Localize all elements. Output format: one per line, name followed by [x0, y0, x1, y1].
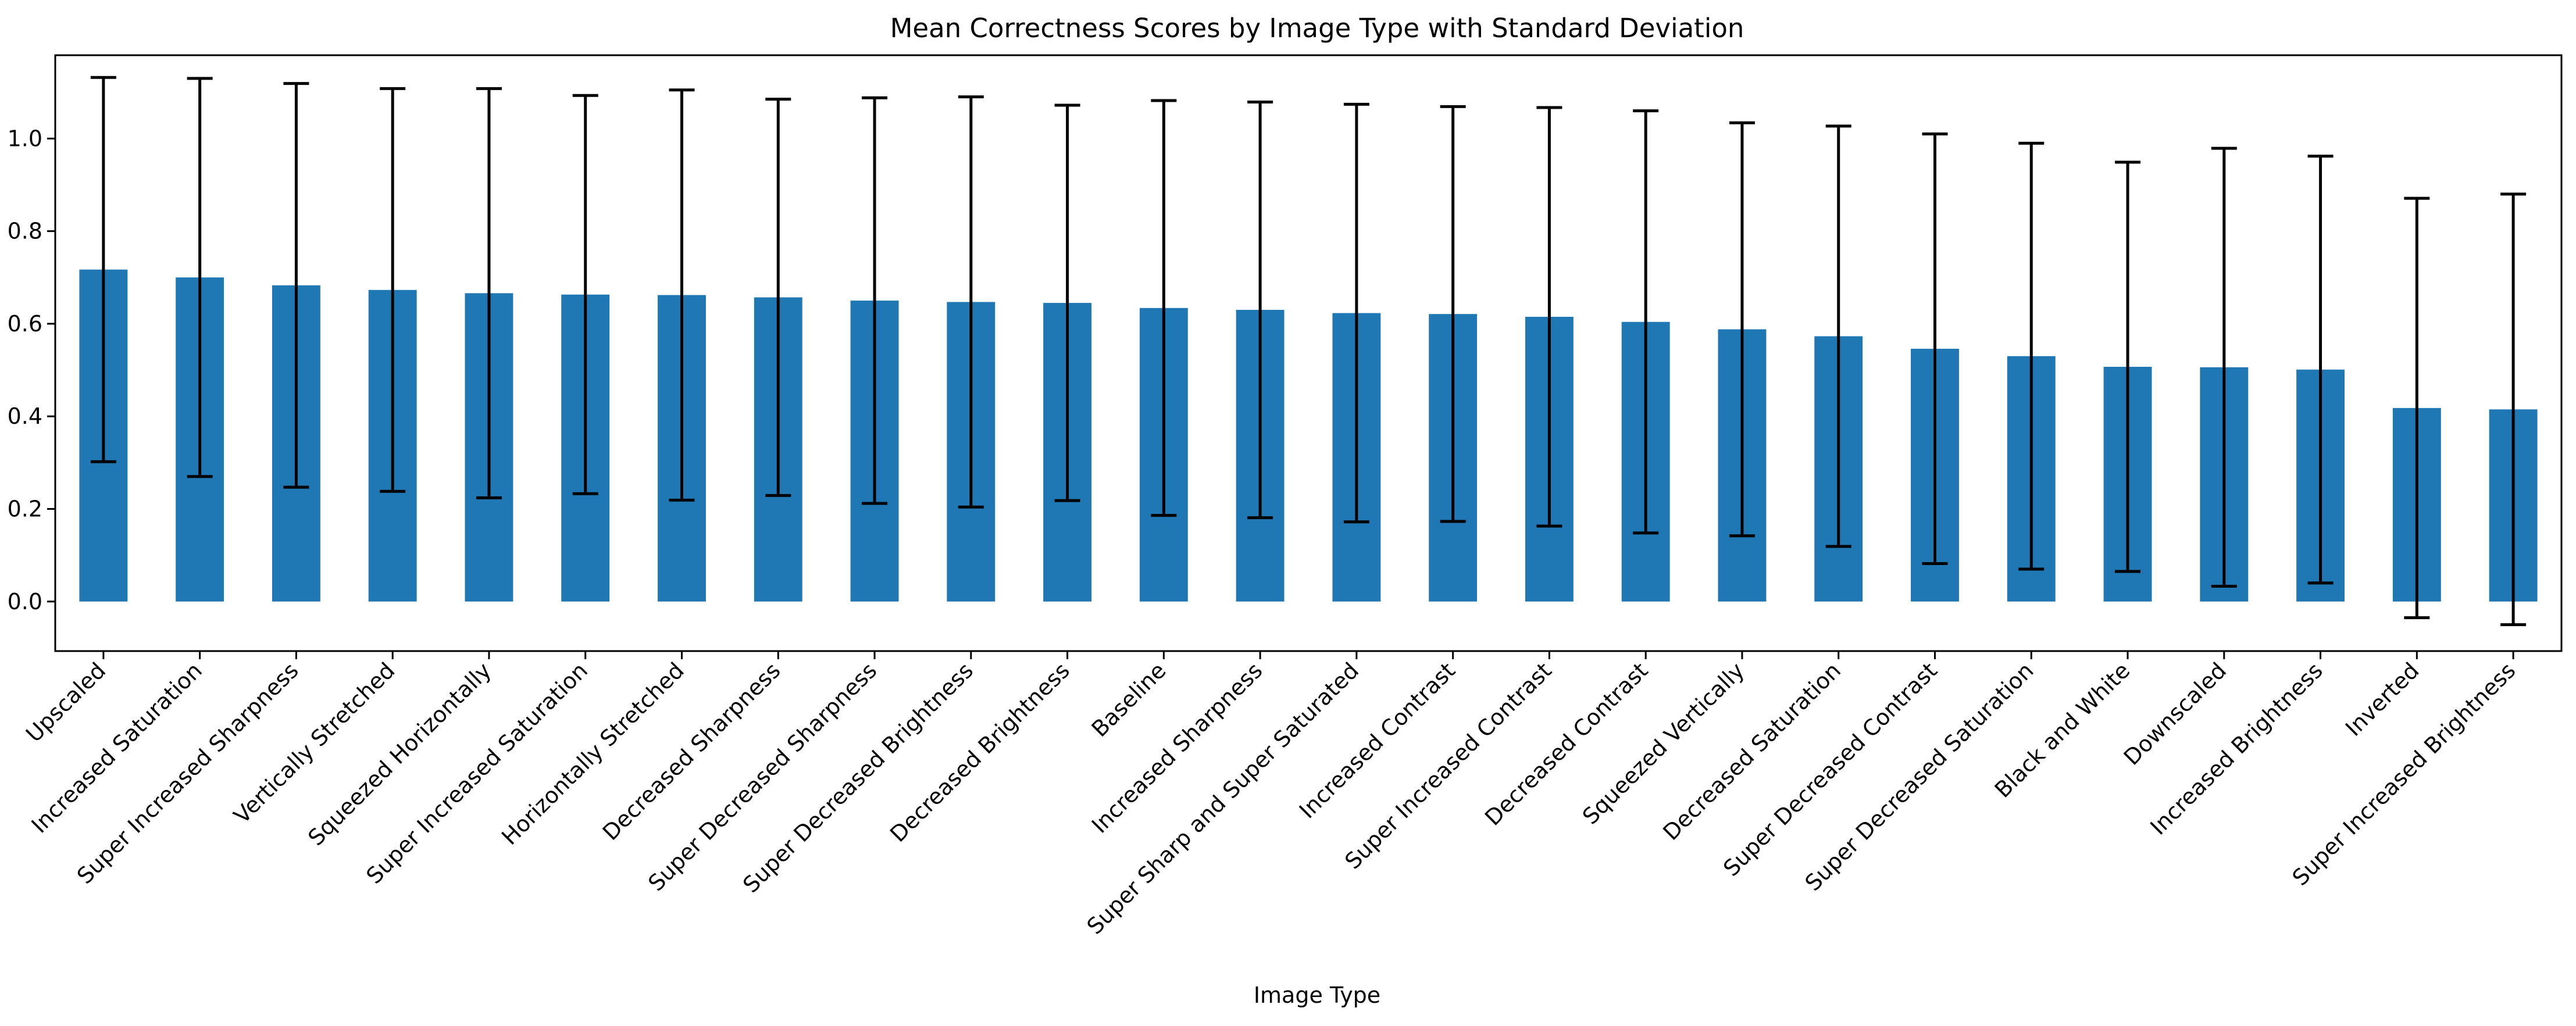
error-bar: [2500, 192, 2527, 627]
error-bar: [1054, 103, 1080, 502]
x-tick-label: Increased Sharpness: [1087, 657, 1268, 838]
bars-group: [79, 269, 2538, 602]
error-bar: [2018, 141, 2045, 571]
error-bar: [1729, 121, 1755, 538]
x-tick-label: Decreased Saturation: [1658, 657, 1846, 845]
x-axis-label: Image Type: [1254, 982, 1380, 1008]
x-tick-label: Increased Saturation: [27, 657, 207, 838]
error-bar: [476, 87, 502, 499]
error-bar: [669, 88, 695, 502]
x-tick-label: Decreased Sharpness: [598, 657, 786, 845]
x-tick-label: Increased Contrast: [1294, 657, 1460, 823]
error-bar: [2115, 160, 2141, 573]
error-bar: [1151, 99, 1177, 517]
y-tick-label: 1.0: [8, 126, 42, 151]
x-tick-label: Vertically Stretched: [229, 657, 399, 828]
error-bar: [1536, 106, 1562, 528]
y-tick-label: 0.2: [8, 496, 42, 521]
error-bar: [765, 98, 791, 497]
error-bar: [1633, 109, 1659, 535]
x-tick-label: Inverted: [2340, 657, 2424, 741]
error-bar: [2211, 146, 2237, 588]
error-bar: [2404, 196, 2430, 620]
x-tick-label: Decreased Brightness: [885, 657, 1075, 847]
plot-frame: [54, 54, 2563, 652]
error-bar: [1922, 132, 1948, 565]
x-tick-label: Super Increased Contrast: [1340, 657, 1557, 874]
x-tick-label: Baseline: [1087, 657, 1171, 742]
error-bar: [90, 76, 116, 463]
error-bar: [1247, 100, 1273, 520]
y-tick-label: 0.4: [8, 403, 42, 429]
x-tick-label: Squeezed Horizontally: [303, 657, 496, 850]
x-tick-label: Upscaled: [21, 657, 110, 747]
error-bar: [958, 95, 984, 509]
error-bars-group: [90, 76, 2527, 627]
chart-title: Mean Correctness Scores by Image Type wi…: [890, 13, 1744, 44]
error-bar: [283, 82, 309, 489]
x-tick-label: Decreased Contrast: [1480, 657, 1653, 831]
y-axis: 0.0 0.2 0.4 0.6 0.8 1.0: [8, 126, 55, 614]
error-bar: [572, 94, 598, 495]
x-tick-label: Increased Brightness: [2145, 657, 2328, 840]
y-tick-label: 0.8: [8, 219, 42, 244]
error-bar: [2307, 155, 2334, 585]
error-bar: [1825, 124, 1851, 548]
error-bar: [380, 87, 406, 493]
y-tick-label: 0.6: [8, 311, 42, 337]
error-bar: [1343, 102, 1369, 524]
error-bar: [1440, 105, 1466, 523]
error-bar: [187, 77, 213, 478]
x-tick-label: Horizontally Stretched: [497, 657, 689, 850]
x-tick-label: Squeezed Vertically: [1578, 657, 1750, 830]
y-tick-label: 0.0: [8, 589, 42, 614]
error-bar: [862, 96, 888, 505]
